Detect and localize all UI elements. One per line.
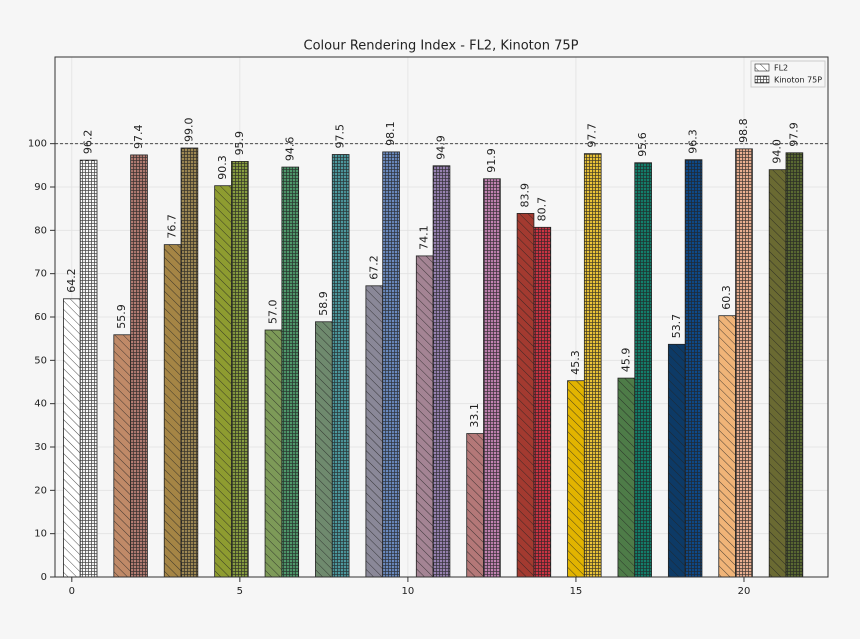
value-label: 95.9 (233, 131, 246, 156)
bar-hatch (130, 154, 148, 578)
bar-hatch (432, 165, 451, 578)
bar-hatch (231, 161, 249, 578)
y-tick-label: 60 (34, 312, 47, 323)
bar-hatch (735, 148, 753, 578)
y-tick-label: 70 (34, 269, 47, 280)
value-label: 91.9 (485, 148, 498, 173)
value-label: 97.7 (586, 123, 599, 148)
value-label: 64.2 (65, 268, 78, 293)
bar-hatch (516, 213, 535, 578)
x-tick-label: 0 (69, 586, 75, 597)
bar-hatch (533, 226, 552, 578)
value-label: 97.5 (334, 124, 347, 149)
bar-hatch (382, 151, 400, 578)
legend-label: Kinoton 75P (774, 76, 822, 85)
value-label: 98.1 (384, 121, 397, 146)
value-label: 60.3 (720, 285, 733, 310)
value-label: 83.9 (519, 183, 532, 208)
bar-hatch (214, 185, 232, 578)
bar-hatch (113, 334, 132, 578)
value-label: 33.1 (468, 403, 481, 428)
bar-hatch (63, 298, 81, 578)
bar-hatch (667, 343, 686, 578)
x-tick-label: 5 (237, 586, 243, 597)
y-tick-label: 40 (34, 399, 47, 410)
overlay: 0 10 20 30 40 50 60 70 80 90 100 0 5 10 15 20 64.2 55.9 76… (28, 60, 828, 597)
value-label: 98.8 (737, 118, 750, 143)
y-tick-label: 90 (34, 182, 47, 193)
y-tick-label: 10 (34, 529, 47, 540)
value-label: 96.2 (82, 130, 95, 155)
value-label: 55.9 (115, 304, 128, 329)
y-tick-label: 80 (34, 225, 47, 236)
value-label: 96.3 (687, 129, 700, 154)
x-tick-label: 20 (738, 586, 751, 597)
x-tick-label: 10 (402, 586, 415, 597)
bar-hatch (79, 159, 98, 578)
legend-swatch-hatch (754, 63, 770, 72)
bar-hatch (415, 255, 434, 578)
bar-hatch (281, 166, 300, 578)
y-tick-label: 0 (41, 572, 47, 583)
bar-hatch (315, 321, 333, 578)
bar-hatch (768, 169, 787, 578)
bar-hatch (684, 159, 703, 578)
y-tick-label: 50 (34, 355, 47, 366)
value-label: 94.6 (283, 137, 296, 162)
value-label: 94.9 (435, 135, 448, 160)
y-tick-label: 20 (34, 485, 47, 496)
chart-title: Colour Rendering Index - FL2, Kinoton 75… (304, 39, 579, 54)
value-label: 97.4 (132, 124, 145, 149)
value-label: 76.7 (166, 214, 179, 239)
bar-hatch (567, 380, 585, 578)
bar-hatch (466, 433, 484, 578)
value-label: 99.0 (182, 118, 195, 143)
legend-label: FL2 (774, 64, 788, 73)
bar-hatch (617, 377, 636, 578)
bar-hatch (634, 162, 652, 578)
y-tick-label: 30 (34, 442, 47, 453)
bars (63, 147, 804, 578)
value-label: 74.1 (418, 225, 431, 250)
legend-swatch-hatch (754, 75, 770, 84)
value-label: 97.9 (787, 122, 800, 147)
bar-hatch (331, 154, 350, 578)
bar-hatch (483, 178, 501, 578)
bar-hatch (785, 152, 804, 578)
value-label: 90.3 (216, 155, 229, 180)
value-label: 94.0 (771, 139, 784, 164)
bar-hatch (163, 244, 182, 578)
bar-hatch (180, 147, 199, 578)
value-label: 95.6 (636, 132, 649, 157)
bar-hatch (264, 329, 283, 578)
value-label: 45.3 (569, 350, 582, 375)
value-label: 67.2 (367, 255, 380, 280)
value-label: 57.0 (266, 300, 279, 325)
x-tick-label: 15 (570, 586, 583, 597)
plot-frame (54, 56, 829, 578)
bar-hatch (583, 153, 602, 578)
bar-hatch (718, 315, 736, 578)
value-label: 80.7 (535, 197, 548, 222)
bar-hatch (365, 285, 384, 578)
value-label: 58.9 (317, 291, 330, 316)
y-tick-label: 100 (28, 139, 47, 150)
value-label: 45.9 (619, 348, 632, 373)
value-label: 53.7 (670, 314, 683, 339)
